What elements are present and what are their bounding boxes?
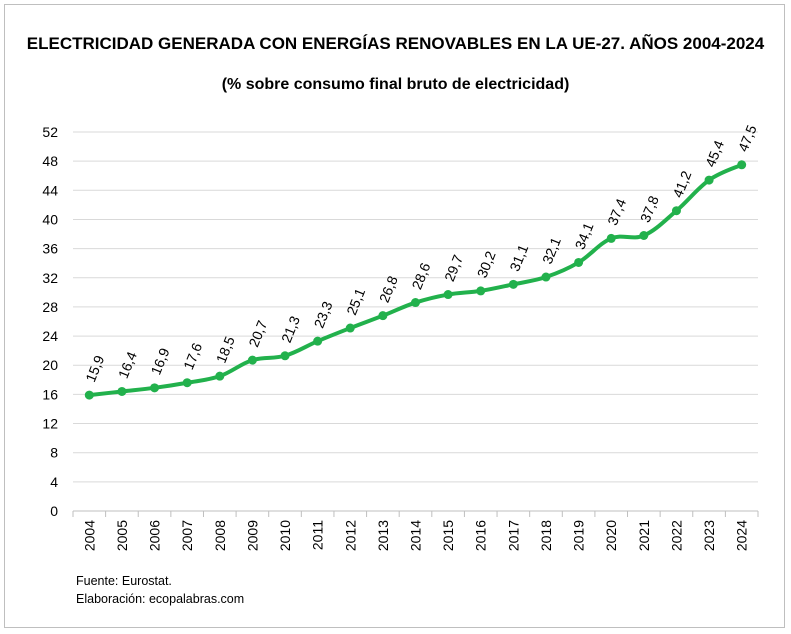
y-tick-label: 48 <box>42 153 58 169</box>
y-tick-label: 4 <box>50 474 58 490</box>
x-tick-label: 2023 <box>701 520 717 551</box>
data-point <box>84 390 94 400</box>
source-note: Fuente: Eurostat. Elaboración: ecopalabr… <box>76 572 244 608</box>
data-point <box>476 286 486 296</box>
chart-frame <box>4 4 785 628</box>
credit-line: Elaboración: ecopalabras.com <box>76 592 245 606</box>
y-tick-label: 16 <box>42 386 58 402</box>
x-tick-label: 2024 <box>734 520 750 551</box>
x-tick-label: 2020 <box>603 520 619 551</box>
x-tick-label: 2016 <box>473 520 489 551</box>
x-axis: 2004 2005 2006 2007 2008 2009 2010 2011 2012 2013… <box>72 510 759 551</box>
data-label: 29,7 <box>441 252 466 283</box>
data-point <box>508 279 518 289</box>
data-point <box>443 290 453 300</box>
data-point <box>411 298 420 308</box>
data-point <box>639 230 649 240</box>
x-tick-label: 2017 <box>505 520 521 551</box>
y-tick-label: 52 <box>42 124 58 140</box>
data-label: 30,2 <box>474 249 499 280</box>
data-point <box>671 206 681 216</box>
data-point <box>280 351 290 361</box>
data-point <box>117 386 127 396</box>
data-point <box>150 383 160 393</box>
data-label: 16,9 <box>147 345 172 376</box>
x-tick-label: 2008 <box>212 520 228 551</box>
x-tick-label: 2004 <box>81 520 97 551</box>
data-point <box>574 257 584 267</box>
y-tick-label: 12 <box>42 416 58 432</box>
y-tick-label: 40 <box>42 211 58 227</box>
x-tick-label: 2010 <box>277 520 293 551</box>
data-label: 34,1 <box>572 220 597 251</box>
data-point <box>313 336 323 346</box>
chart-title: ELECTRICIDAD GENERADA CON ENERGÍAS RENOV… <box>26 34 765 53</box>
x-tick-label: 2013 <box>375 520 391 551</box>
data-point <box>541 272 551 282</box>
y-tick-label: 8 <box>50 445 58 461</box>
y-tick-label: 44 <box>42 182 58 198</box>
data-point <box>378 311 388 321</box>
y-tick-label: 20 <box>42 357 58 373</box>
source-line: Fuente: Eurostat. <box>76 574 172 588</box>
data-labels: 15,9 16,4 16,9 17,6 18,520,7 21,3 23,3 25,1 26,8… <box>82 122 760 384</box>
data-point <box>704 175 714 185</box>
data-label: 47,5 <box>735 122 760 153</box>
data-label: 23,3 <box>311 299 336 330</box>
x-tick-label: 2006 <box>147 520 163 551</box>
data-point <box>247 355 257 365</box>
x-tick-label: 2005 <box>114 520 130 551</box>
chart-subtitle: (% sobre consumo final bruto de electric… <box>221 76 570 93</box>
data-label: 21,3 <box>278 313 303 344</box>
x-tick-label: 2018 <box>538 520 554 551</box>
data-label: 28,6 <box>408 260 433 291</box>
data-label: 20,7 <box>245 318 270 349</box>
y-tick-label: 0 <box>50 503 58 519</box>
x-tick-label: 2014 <box>408 520 424 551</box>
data-label: 18,5 <box>213 334 238 365</box>
data-label: 31,1 <box>506 242 531 273</box>
data-label: 17,6 <box>180 340 205 371</box>
x-tick-label: 2012 <box>342 520 358 551</box>
x-tick-label: 2007 <box>179 520 195 551</box>
data-point <box>606 233 616 243</box>
data-label: 37,4 <box>604 196 629 227</box>
y-tick-label: 36 <box>42 241 58 257</box>
x-tick-label: 2009 <box>244 520 260 551</box>
data-point <box>737 160 747 170</box>
x-tick-label: 2015 <box>440 520 456 551</box>
x-tick-label: 2022 <box>668 520 684 551</box>
x-tick-label: 2021 <box>636 520 652 551</box>
y-tick-label: 32 <box>42 270 58 286</box>
data-point <box>345 323 355 333</box>
data-label: 32,1 <box>539 235 564 266</box>
gridlines <box>73 131 758 483</box>
data-label: 25,1 <box>343 286 368 317</box>
data-label: 15,9 <box>82 353 107 384</box>
x-tick-label: 2011 <box>310 520 326 550</box>
y-tick-label: 28 <box>42 299 58 315</box>
y-tick-label: 24 <box>42 328 58 344</box>
data-point <box>182 378 192 388</box>
data-label: 45,4 <box>702 138 727 169</box>
data-point <box>215 371 225 381</box>
series-line-group <box>84 160 747 400</box>
x-tick-label: 2019 <box>571 520 587 551</box>
